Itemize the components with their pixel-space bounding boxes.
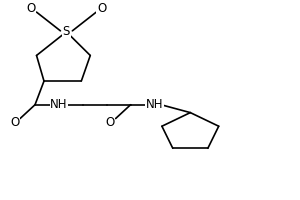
Text: O: O bbox=[26, 2, 36, 15]
Text: NH: NH bbox=[50, 98, 68, 111]
Text: O: O bbox=[106, 116, 115, 129]
Text: O: O bbox=[10, 116, 20, 129]
Text: S: S bbox=[63, 25, 70, 38]
Text: NH: NH bbox=[146, 98, 163, 111]
Text: O: O bbox=[97, 2, 106, 15]
